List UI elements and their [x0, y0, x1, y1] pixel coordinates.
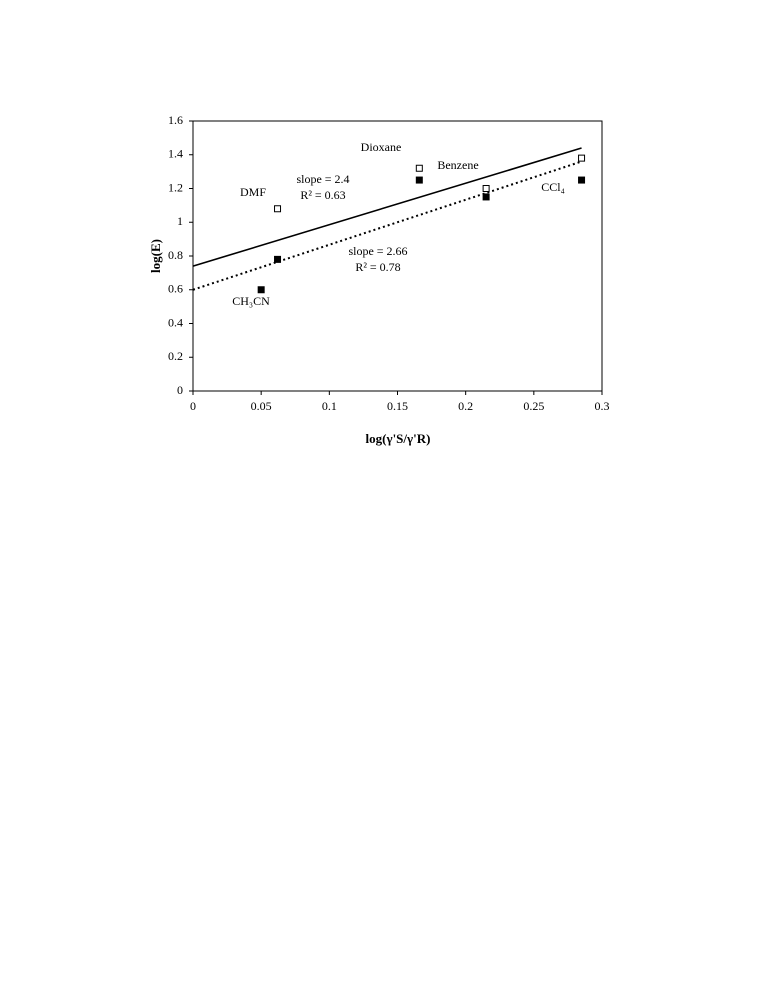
y-tick-label: 0: [177, 383, 183, 397]
y-tick-label: 0.8: [168, 248, 183, 262]
annotation: Dioxane: [361, 140, 402, 154]
x-tick-label: 0.05: [251, 399, 272, 413]
x-tick-label: 0: [190, 399, 196, 413]
y-axis-label: log(E): [148, 239, 163, 273]
fit-line: [192, 147, 582, 267]
annotation: R² = 0.78: [355, 260, 400, 274]
point: [482, 185, 490, 192]
x-tick-label: 0.1: [322, 399, 337, 413]
point: [415, 164, 423, 172]
annotation: CH₃CN: [232, 294, 270, 308]
y-tick-label: 0.6: [168, 282, 183, 296]
annotation: slope = 2.66: [348, 244, 407, 258]
y-tick-label: 0.2: [168, 349, 183, 363]
x-tick-label: 0.25: [523, 399, 544, 413]
annotation: DMF: [240, 185, 266, 199]
point: [274, 205, 282, 213]
point: [274, 255, 282, 263]
x-tick-label: 0.15: [387, 399, 408, 413]
x-tick-label: 0.2: [458, 399, 473, 413]
fit-line: [192, 160, 582, 291]
annotation: CCl₄: [541, 180, 565, 194]
annotation: Benzene: [437, 158, 478, 172]
y-tick-label: 1.6: [168, 113, 183, 127]
annotation: slope = 2.4: [296, 172, 349, 186]
point: [578, 154, 586, 162]
annotation: R² = 0.63: [300, 188, 345, 202]
y-tick-label: 1: [177, 214, 183, 228]
y-tick-label: 0.4: [168, 315, 183, 329]
x-tick-label: 0.3: [595, 399, 610, 413]
point: [578, 176, 586, 184]
point: [482, 193, 490, 201]
point: [257, 286, 265, 294]
x-axis-label: log(γ'S/γ'R): [366, 431, 431, 446]
y-tick-label: 1.4: [168, 147, 183, 161]
y-tick-label: 1.2: [168, 180, 183, 194]
point: [415, 176, 423, 184]
